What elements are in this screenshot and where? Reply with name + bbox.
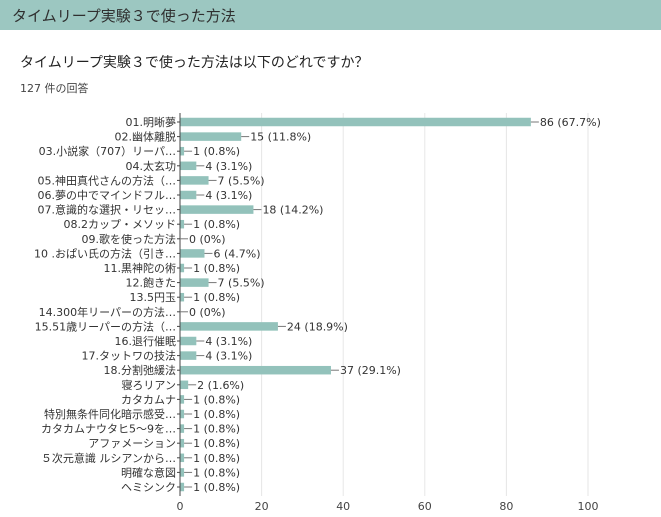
bar bbox=[180, 453, 185, 463]
bar bbox=[180, 176, 209, 185]
value-label: 2 (1.6%) bbox=[197, 379, 244, 392]
value-label: 1 (0.8%) bbox=[193, 291, 240, 304]
x-tick-label: 40 bbox=[336, 500, 350, 513]
value-label: 1 (0.8%) bbox=[193, 481, 240, 494]
category-label: 特別無条件同化暗示感受… bbox=[44, 407, 176, 421]
value-label: 18 (14.2%) bbox=[262, 204, 323, 217]
value-label: 37 (29.1%) bbox=[340, 364, 401, 377]
category-label: 14.300年リーパーの方法… bbox=[39, 305, 176, 319]
bar bbox=[180, 351, 197, 360]
category-label: ５次元意識 ルシアンから… bbox=[41, 451, 176, 465]
category-label: ヘミシンク bbox=[121, 481, 176, 494]
value-label: 1 (0.8%) bbox=[193, 393, 240, 406]
value-label: 4 (3.1%) bbox=[205, 189, 252, 202]
category-label: 06.夢の中でマインドフル… bbox=[38, 189, 177, 202]
category-label: 04.太玄功 bbox=[126, 159, 177, 173]
value-label: 4 (3.1%) bbox=[205, 160, 252, 173]
bar bbox=[180, 322, 278, 331]
category-label: 12.飽きた bbox=[126, 276, 177, 290]
category-label: 18.分割弛緩法 bbox=[104, 363, 177, 377]
category-label: 01.明晰夢 bbox=[126, 116, 177, 129]
header-title: タイムリープ実験３で使った方法 bbox=[12, 7, 236, 25]
category-label: 07.意識的な選択・リセッ… bbox=[38, 203, 177, 217]
value-label: 1 (0.8%) bbox=[193, 423, 240, 436]
label-layer: 01.明晰夢 86 (67.7%) 02.幽体離脱 15 (11.8%) 03.小説家（… bbox=[34, 116, 601, 494]
category-label: 13.5円玉 bbox=[130, 291, 177, 304]
bar bbox=[180, 117, 531, 127]
bar bbox=[180, 249, 205, 258]
category-label: 08.2カップ・メソッド bbox=[64, 218, 177, 231]
question-text: タイムリープ実験３で使った方法は以下のどれですか？ bbox=[20, 55, 369, 71]
bar bbox=[180, 395, 185, 404]
category-label: 16.退行催眠 bbox=[115, 334, 177, 348]
value-label: 1 (0.8%) bbox=[193, 262, 240, 275]
x-tick-label: 0 bbox=[177, 500, 184, 513]
bar bbox=[180, 161, 197, 171]
value-label: 6 (4.7%) bbox=[213, 247, 260, 260]
category-label: 03.小説家（707）リーパ… bbox=[39, 144, 176, 158]
category-label: カタカムナ bbox=[121, 393, 176, 406]
header-bar: タイムリープ実験３で使った方法 bbox=[0, 0, 661, 30]
bar bbox=[180, 409, 185, 419]
bar bbox=[180, 380, 189, 390]
category-label: 明確な意図 bbox=[121, 465, 176, 479]
bar bbox=[180, 205, 254, 214]
category-label: 寝ろリアン bbox=[121, 378, 176, 392]
category-label: 10 .おぱい氏の方法（引き… bbox=[34, 246, 176, 260]
value-label: 24 (18.9%) bbox=[287, 320, 348, 333]
value-label: 86 (67.7%) bbox=[540, 116, 601, 129]
category-label: 17.タットワの技法 bbox=[82, 349, 177, 363]
value-label: 1 (0.8%) bbox=[193, 437, 240, 450]
value-label: 4 (3.1%) bbox=[205, 335, 252, 348]
bar bbox=[180, 336, 197, 346]
value-label: 1 (0.8%) bbox=[193, 452, 240, 465]
category-label: 09.歌を使った方法 bbox=[82, 232, 177, 246]
value-label: 1 (0.8%) bbox=[193, 218, 240, 231]
category-label: 15.51歳リーパーの方法（… bbox=[35, 319, 176, 333]
category-label: アファメーション bbox=[88, 437, 176, 450]
value-label: 0 (0%) bbox=[189, 306, 226, 319]
value-label: 1 (0.8%) bbox=[193, 408, 240, 421]
bar bbox=[180, 482, 185, 492]
x-tick-label: 100 bbox=[578, 500, 599, 513]
x-tick-label: 60 bbox=[418, 500, 432, 513]
value-label: 1 (0.8%) bbox=[193, 466, 240, 479]
bar bbox=[180, 219, 185, 229]
x-tick-label: 80 bbox=[499, 500, 513, 513]
grid-layer bbox=[177, 113, 589, 496]
bar bbox=[180, 424, 185, 433]
bar bbox=[180, 278, 209, 287]
x-tick-label: 20 bbox=[255, 500, 269, 513]
question-card bbox=[0, 30, 661, 517]
bar bbox=[180, 190, 197, 200]
category-label: 02.幽体離脱 bbox=[115, 130, 177, 144]
category-label: 05.神田真代さんの方法（… bbox=[38, 173, 177, 187]
bar bbox=[180, 132, 242, 141]
bar bbox=[180, 263, 185, 273]
value-label: 0 (0%) bbox=[189, 233, 226, 246]
category-label: 11.黒神陀の術 bbox=[104, 261, 177, 275]
value-label: 15 (11.8%) bbox=[250, 131, 311, 144]
value-label: 1 (0.8%) bbox=[193, 145, 240, 158]
response-count: 127 件の回答 bbox=[20, 82, 89, 95]
bar bbox=[180, 146, 185, 156]
tick-layer: 0 20 40 60 80 100 bbox=[177, 500, 599, 513]
value-label: 4 (3.1%) bbox=[205, 350, 252, 363]
bar bbox=[180, 438, 185, 448]
bar bbox=[180, 292, 185, 302]
bar bbox=[180, 365, 331, 375]
category-label: カタカムナウタヒ5～9を… bbox=[41, 423, 176, 436]
bar-layer bbox=[180, 117, 531, 492]
bar bbox=[180, 468, 185, 477]
value-label: 7 (5.5%) bbox=[218, 277, 265, 290]
value-label: 7 (5.5%) bbox=[218, 174, 265, 187]
